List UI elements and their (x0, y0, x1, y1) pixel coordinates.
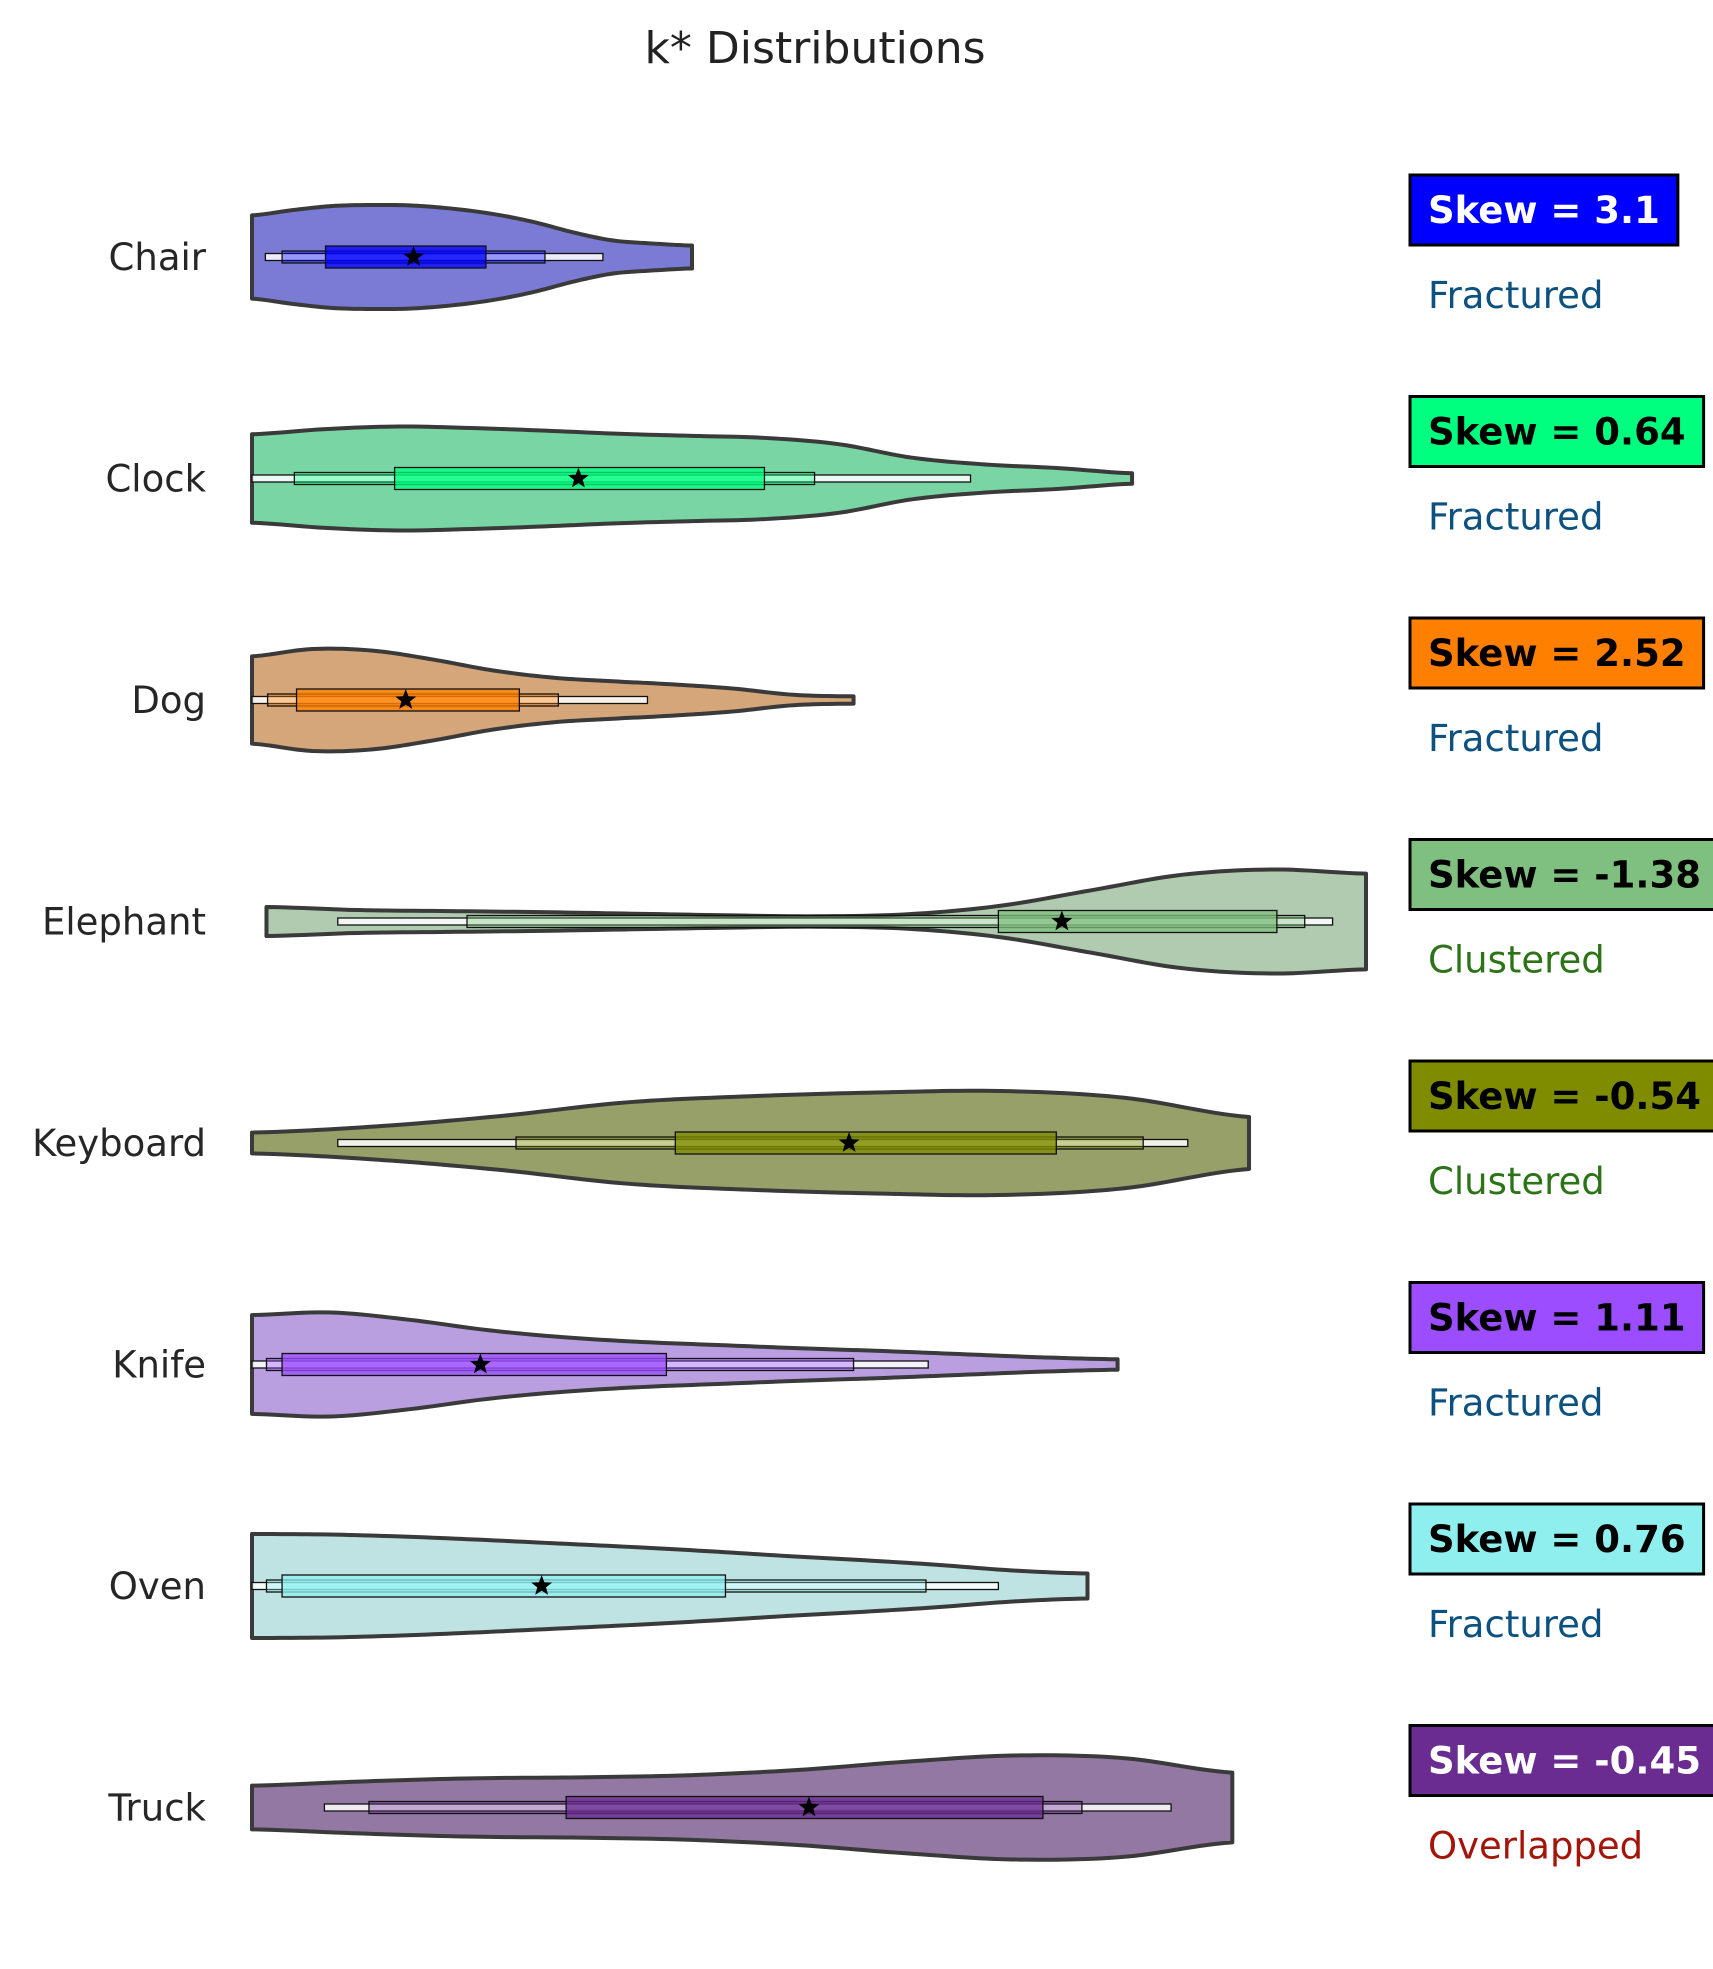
violin-group-elephant: Elephant Skew = -1.38 Clustered (42, 838, 1713, 982)
status-label-truck: Overlapped (1428, 1825, 1643, 1868)
status-label-clock: Fractured (1428, 496, 1603, 539)
box-inner-keyboard (674, 1131, 1057, 1155)
violin-group-keyboard: Keyboard Skew = -0.54 Clustered (32, 1059, 1713, 1203)
category-label-clock: Clock (105, 458, 206, 501)
skew-badge-dog (1408, 616, 1706, 690)
skew-label-knife: Skew = 1.11 (1428, 1297, 1686, 1340)
category-label-chair: Chair (109, 236, 207, 279)
mean-star-truck (798, 1796, 820, 1817)
category-label-truck: Truck (107, 1787, 206, 1830)
skew-label-elephant: Skew = -1.38 (1428, 854, 1701, 897)
whisker-outer-elephant (337, 917, 1334, 926)
status-label-dog: Fractured (1428, 717, 1603, 760)
skew-badge-elephant (1408, 838, 1713, 911)
category-label-oven: Oven (109, 1565, 206, 1608)
status-label-chair: Fractured (1428, 274, 1603, 317)
violin-group-chair: Chair Skew = 3.1 Fractured (109, 173, 1680, 317)
mean-star-knife (469, 1353, 491, 1374)
status-label-knife: Fractured (1428, 1382, 1603, 1425)
skew-badge-truck (1408, 1724, 1713, 1797)
skew-badge-knife (1408, 1281, 1706, 1354)
category-label-elephant: Elephant (42, 901, 206, 944)
box-inner-elephant (997, 909, 1278, 934)
mean-star-dog (395, 689, 417, 709)
category-label-keyboard: Keyboard (32, 1122, 206, 1165)
violin-group-knife: Knife Skew = 1.11 Fractured (112, 1281, 1706, 1425)
skew-label-dog: Skew = 2.52 (1428, 632, 1686, 675)
chart-title: k* Distributions (644, 23, 985, 74)
box-inner-chair (324, 245, 487, 269)
status-label-elephant: Clustered (1428, 939, 1605, 982)
mean-star-chair (403, 246, 424, 266)
violin-group-truck: Truck Skew = -0.45 Overlapped (107, 1724, 1713, 1868)
box-inner-oven (281, 1574, 727, 1598)
violin-group-clock: Clock Skew = 0.64 Fractured (105, 395, 1706, 539)
skew-badge-clock (1408, 395, 1706, 468)
skew-label-chair: Skew = 3.1 (1428, 189, 1660, 232)
status-label-keyboard: Clustered (1428, 1160, 1605, 1203)
skew-badge-keyboard (1408, 1059, 1713, 1133)
skew-label-truck: Skew = -0.45 (1428, 1740, 1701, 1783)
mean-star-keyboard (838, 1132, 860, 1152)
skew-label-clock: Skew = 0.64 (1428, 411, 1686, 454)
status-label-oven: Fractured (1428, 1603, 1603, 1646)
skew-label-oven: Skew = 0.76 (1428, 1518, 1686, 1561)
skew-badge-oven (1408, 1502, 1706, 1576)
category-label-dog: Dog (131, 679, 206, 722)
category-label-knife: Knife (112, 1344, 206, 1387)
mean-star-clock (567, 467, 589, 488)
skew-label-keyboard: Skew = -0.54 (1428, 1075, 1701, 1118)
skew-badge-chair (1408, 173, 1680, 247)
mean-star-oven (531, 1575, 553, 1595)
plot-area: Chair Skew = 3.1 Fractured Clock Skew = 0.64… (32, 173, 1713, 1868)
violin-group-dog: Dog Skew = 2.52 Fractured (131, 616, 1706, 760)
violin-group-oven: Oven Skew = 0.76 Fractured (109, 1502, 1706, 1646)
mean-star-elephant (1051, 910, 1073, 931)
